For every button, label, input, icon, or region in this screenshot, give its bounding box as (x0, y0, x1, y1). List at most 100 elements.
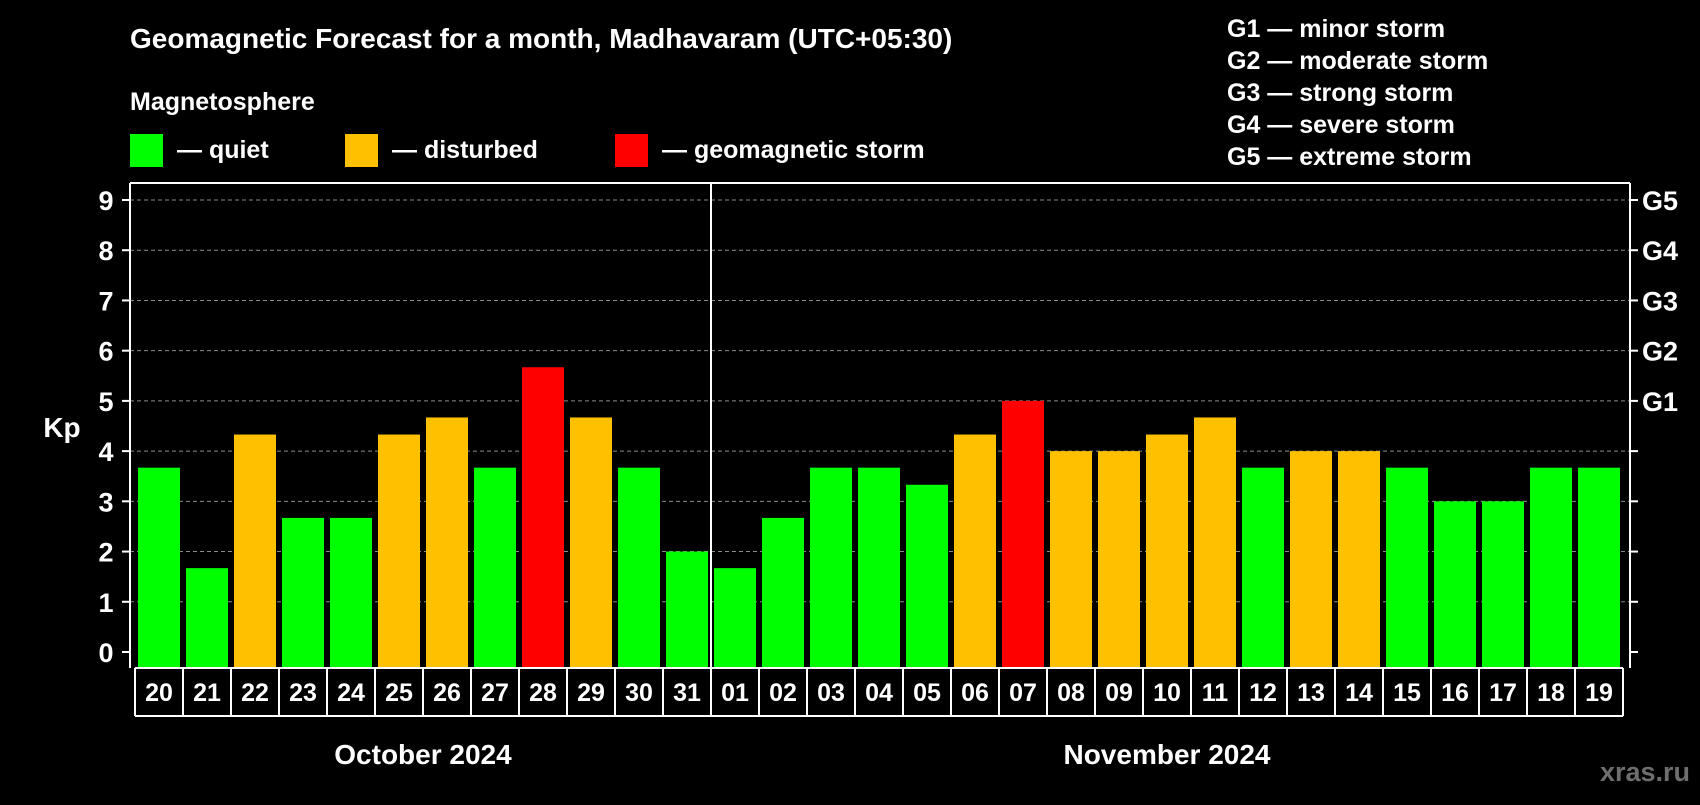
storm-level-label-g4: G4 (1642, 236, 1678, 266)
date-label-18: 18 (1537, 679, 1565, 707)
status-legend: — quiet — disturbed — geomagnetic storm (130, 134, 925, 167)
watermark: xras.ru (1600, 757, 1690, 787)
bar-12 (1242, 467, 1284, 668)
storm-legend-item: G3 — strong storm (1227, 79, 1453, 107)
bar-21 (186, 568, 228, 668)
date-label-25: 25 (385, 679, 413, 707)
date-label-02: 02 (769, 679, 797, 707)
bar-06 (954, 434, 996, 668)
y-tick-label: 8 (98, 236, 113, 266)
date-label-23: 23 (289, 679, 317, 707)
y-tick-labels: 0 1 2 3 4 5 6 7 8 9 (98, 186, 113, 668)
bar-14 (1338, 451, 1380, 668)
storm-level-label-g1: G1 (1642, 387, 1678, 417)
bar-20 (138, 467, 180, 668)
y-tick-label: 6 (98, 337, 113, 367)
bar-13 (1290, 451, 1332, 668)
date-label-29: 29 (577, 679, 605, 707)
bar-08 (1050, 451, 1092, 668)
bar-22 (234, 434, 276, 668)
bar-17 (1482, 501, 1524, 668)
bar-09 (1098, 451, 1140, 668)
date-label-20: 20 (145, 679, 173, 707)
bar-31 (666, 551, 708, 668)
date-axis: 20 21 22 23 24 25 26 27 28 29 30 31 01 02 03 04 05 06 07 08… (134, 667, 1624, 717)
y-tick-label: 9 (98, 186, 113, 216)
month-labels: October 2024 November 2024 (334, 739, 1271, 770)
bar-30 (618, 467, 660, 668)
date-label-14: 14 (1345, 679, 1373, 707)
bar-02 (762, 517, 804, 668)
legend-heading: Magnetosphere (130, 88, 315, 116)
date-label-11: 11 (1202, 679, 1229, 707)
y-tick-label: 2 (98, 538, 113, 568)
bar-04 (858, 467, 900, 668)
legend-label-disturbed: — disturbed (392, 136, 538, 164)
y-tick-label: 0 (98, 638, 113, 668)
date-label-16: 16 (1441, 679, 1469, 707)
bar-29 (570, 417, 612, 668)
date-label-08: 08 (1057, 679, 1085, 707)
bars (138, 367, 1620, 668)
date-label-21: 21 (193, 679, 221, 707)
date-label-04: 04 (865, 679, 893, 707)
bar-25 (378, 434, 420, 668)
storm-legend-item: G1 — minor storm (1227, 15, 1445, 43)
legend-swatch-storm (615, 134, 648, 167)
storm-level-label-g2: G2 (1642, 337, 1678, 367)
legend-label-quiet: — quiet (177, 136, 269, 164)
axes (122, 182, 1638, 668)
y-axis-label: Kp (43, 412, 80, 443)
date-label-07: 07 (1009, 679, 1037, 707)
bar-07 (1002, 400, 1044, 668)
date-label-31: 31 (673, 679, 701, 707)
date-label-24: 24 (337, 679, 365, 707)
date-label-27: 27 (481, 679, 509, 707)
bar-16 (1434, 501, 1476, 668)
bar-18 (1530, 467, 1572, 668)
date-label-09: 09 (1105, 679, 1133, 707)
date-label-01: 01 (721, 679, 749, 707)
y-tick-label: 5 (98, 387, 113, 417)
date-label-22: 22 (241, 679, 269, 707)
storm-legend-item: G5 — extreme storm (1227, 143, 1472, 171)
storm-level-label-g5: G5 (1642, 186, 1678, 216)
storm-legend-item: G4 — severe storm (1227, 111, 1455, 139)
date-label-12: 12 (1249, 679, 1277, 707)
bar-26 (426, 417, 468, 668)
bar-03 (810, 467, 852, 668)
bar-10 (1146, 434, 1188, 668)
bar-01 (714, 568, 756, 668)
date-label-28: 28 (529, 679, 557, 707)
storm-legend-item: G2 — moderate storm (1227, 47, 1488, 75)
legend-swatch-quiet (130, 134, 163, 167)
legend-label-storm: — geomagnetic storm (662, 136, 925, 164)
date-label-19: 19 (1585, 679, 1613, 707)
date-label-17: 17 (1489, 679, 1517, 707)
y-tick-label: 4 (98, 437, 113, 467)
date-label-10: 10 (1153, 679, 1181, 707)
bar-27 (474, 467, 516, 668)
chart-title: Geomagnetic Forecast for a month, Madhav… (130, 23, 952, 54)
storm-level-label-g3: G3 (1642, 286, 1678, 316)
y-tick-label: 3 (98, 487, 113, 517)
month-label: October 2024 (334, 739, 512, 770)
storm-level-legend: G1 — minor storm G2 — moderate storm G3 — … (1227, 15, 1488, 171)
date-label-03: 03 (817, 679, 845, 707)
bar-11 (1194, 417, 1236, 668)
bar-24 (330, 517, 372, 668)
date-label-13: 13 (1297, 679, 1325, 707)
bar-23 (282, 517, 324, 668)
date-label-06: 06 (961, 679, 989, 707)
bar-15 (1386, 467, 1428, 668)
date-label-15: 15 (1393, 679, 1421, 707)
month-label: November 2024 (1063, 739, 1270, 770)
bar-05 (906, 484, 948, 668)
date-label-30: 30 (625, 679, 653, 707)
date-label-05: 05 (913, 679, 941, 707)
bar-19 (1578, 467, 1620, 668)
storm-level-axis-labels: G1 G2 G3 G4 G5 (1642, 186, 1678, 417)
y-tick-label: 1 (98, 588, 113, 618)
